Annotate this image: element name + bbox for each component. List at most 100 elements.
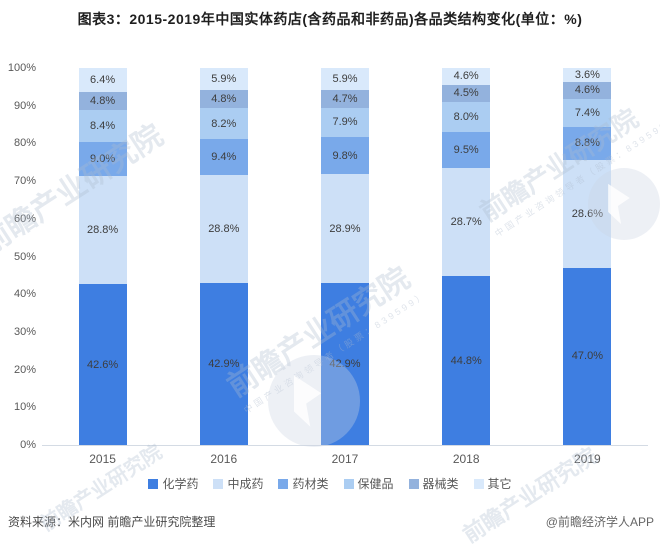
bar-segment-药材类: 8.8% bbox=[563, 126, 612, 160]
segment-label: 7.9% bbox=[332, 116, 358, 129]
y-axis-tick: 10% bbox=[13, 401, 36, 414]
bar-segment-化学药: 47.0% bbox=[563, 267, 612, 445]
bar-segment-中成药: 28.8% bbox=[78, 175, 127, 285]
bar-segment-其它: 5.9% bbox=[321, 67, 369, 90]
segment-label: 28.7% bbox=[450, 216, 482, 229]
segment-label: 47.0% bbox=[571, 350, 603, 363]
bar-2015: 42.6% 28.8% 9.0% 8.4% 4.8% 6.4% bbox=[78, 68, 127, 445]
segment-label: 5.9% bbox=[211, 73, 237, 86]
bar-2016: 42.9% 28.8% 9.4% 8.2% 4.8% 5.9% bbox=[199, 68, 248, 445]
legend-item-中成药: 中成药 bbox=[213, 475, 263, 492]
bar-segment-中成药: 28.9% bbox=[321, 174, 369, 284]
segment-label: 3.6% bbox=[574, 68, 600, 81]
legend-item-保健品: 保健品 bbox=[343, 475, 394, 492]
legend-swatch bbox=[213, 478, 224, 489]
plot-area: 42.6% 28.8% 9.0% 8.4% 4.8% 6.4% 42.9% 28.8% 9.4%… bbox=[42, 67, 648, 446]
credit-text: @前瞻经济学人APP bbox=[545, 515, 654, 529]
segment-label: 9.8% bbox=[332, 149, 358, 162]
segment-label: 8.0% bbox=[453, 111, 479, 124]
segment-label: 9.4% bbox=[211, 150, 237, 163]
segment-label: 5.9% bbox=[332, 72, 358, 85]
y-axis-tick: 40% bbox=[13, 288, 36, 301]
legend-item-药材类: 药材类 bbox=[278, 475, 329, 492]
legend-label: 化学药 bbox=[162, 477, 199, 491]
bar-segment-器械类: 4.7% bbox=[321, 89, 369, 108]
legend-item-其它: 其它 bbox=[473, 475, 512, 492]
bar-segment-化学药: 42.9% bbox=[199, 283, 248, 445]
chart-title: 图表3：2015-2019年中国实体药店(含药品和非药品)各品类结构变化(单位：… bbox=[77, 11, 583, 27]
bar-segment-中成药: 28.7% bbox=[442, 167, 491, 277]
bar-2019: 47.0% 28.6% 8.8% 7.4% 4.6% 3.6% bbox=[563, 68, 612, 445]
bar-segment-其它: 4.6% bbox=[442, 67, 491, 85]
legend-label: 药材类 bbox=[292, 477, 329, 491]
bar-segment-药材类: 9.8% bbox=[321, 137, 369, 175]
bar-segment-中成药: 28.8% bbox=[199, 174, 248, 284]
bar-segment-其它: 6.4% bbox=[78, 68, 127, 93]
legend-label: 中成药 bbox=[227, 477, 264, 491]
segment-label: 7.4% bbox=[574, 106, 600, 119]
y-axis-tick: 100% bbox=[7, 62, 36, 74]
y-axis-tick: 0% bbox=[20, 439, 36, 451]
segment-label: 9.5% bbox=[453, 144, 479, 156]
bar-2017: 42.9% 28.9% 9.8% 7.9% 4.7% 5.9% bbox=[321, 67, 369, 445]
legend-swatch bbox=[148, 478, 159, 489]
x-axis-label: 2018 bbox=[452, 452, 480, 466]
legend-label: 其它 bbox=[487, 477, 512, 491]
bar-segment-药材类: 9.4% bbox=[199, 139, 248, 175]
legend: 化学药 中成药 药材类 保健品 器械类 其它 bbox=[0, 475, 660, 492]
legend-item-器械类: 器械类 bbox=[408, 475, 459, 492]
bar-segment-药材类: 9.5% bbox=[442, 132, 491, 168]
segment-label: 28.9% bbox=[329, 222, 361, 235]
bar-segment-保健品: 8.4% bbox=[78, 110, 127, 142]
segment-label: 8.4% bbox=[90, 120, 116, 133]
segment-label: 4.8% bbox=[211, 93, 237, 106]
segment-label: 44.8% bbox=[450, 354, 482, 367]
bar-segment-中成药: 28.6% bbox=[563, 160, 612, 268]
bar-segment-保健品: 7.9% bbox=[321, 107, 369, 138]
segment-label: 42.9% bbox=[208, 358, 240, 371]
y-axis-tick: 60% bbox=[13, 212, 36, 225]
segment-label: 4.6% bbox=[453, 70, 479, 83]
segment-label: 4.5% bbox=[453, 87, 479, 100]
segment-label: 8.8% bbox=[574, 137, 600, 150]
y-axis-tick: 80% bbox=[13, 137, 36, 150]
bar-segment-其它: 5.9% bbox=[199, 68, 248, 91]
x-axis-label: 2015 bbox=[89, 452, 116, 466]
y-axis-tick: 20% bbox=[13, 363, 36, 376]
legend-label: 保健品 bbox=[357, 477, 394, 491]
bar-segment-保健品: 8.2% bbox=[199, 108, 248, 140]
bar-2018: 44.8% 28.7% 9.5% 8.0% 4.5% 4.6% bbox=[442, 67, 491, 445]
segment-label: 28.8% bbox=[86, 224, 119, 237]
segment-label: 9.0% bbox=[90, 152, 116, 165]
source-text: 资料来源：米内网 前瞻产业研究院整理 bbox=[8, 515, 216, 529]
footer: 资料来源：米内网 前瞻产业研究院整理 @前瞻经济学人APP bbox=[8, 513, 654, 530]
bar-segment-药材类: 9.0% bbox=[78, 141, 127, 176]
segment-label: 4.8% bbox=[90, 95, 116, 108]
segment-label: 42.6% bbox=[86, 358, 119, 371]
y-axis-tick: 70% bbox=[13, 175, 36, 188]
bar-segment-器械类: 4.8% bbox=[199, 90, 248, 109]
x-axis-label: 2019 bbox=[574, 452, 601, 466]
x-axis-label: 2017 bbox=[331, 452, 359, 466]
bar-segment-器械类: 4.8% bbox=[78, 92, 127, 111]
bar-segment-器械类: 4.6% bbox=[563, 81, 612, 99]
bar-segment-其它: 3.6% bbox=[563, 68, 612, 82]
bar-segment-保健品: 8.0% bbox=[442, 101, 491, 133]
x-axis-label: 2016 bbox=[210, 452, 238, 466]
bar-segment-化学药: 42.9% bbox=[321, 283, 369, 445]
segment-label: 42.9% bbox=[329, 358, 361, 371]
legend-swatch bbox=[473, 478, 484, 489]
bar-segment-器械类: 4.5% bbox=[442, 84, 491, 102]
legend-swatch bbox=[408, 478, 419, 489]
segment-label: 28.8% bbox=[208, 223, 240, 235]
segment-label: 28.6% bbox=[571, 207, 603, 220]
bar-segment-保健品: 7.4% bbox=[563, 98, 612, 127]
segment-label: 4.7% bbox=[332, 92, 358, 105]
segment-label: 4.6% bbox=[574, 84, 600, 97]
y-axis-tick: 30% bbox=[13, 325, 36, 338]
bar-segment-化学药: 42.6% bbox=[78, 284, 127, 445]
segment-label: 8.2% bbox=[211, 117, 237, 130]
legend-swatch bbox=[343, 478, 354, 489]
bar-segment-化学药: 44.8% bbox=[442, 276, 491, 445]
